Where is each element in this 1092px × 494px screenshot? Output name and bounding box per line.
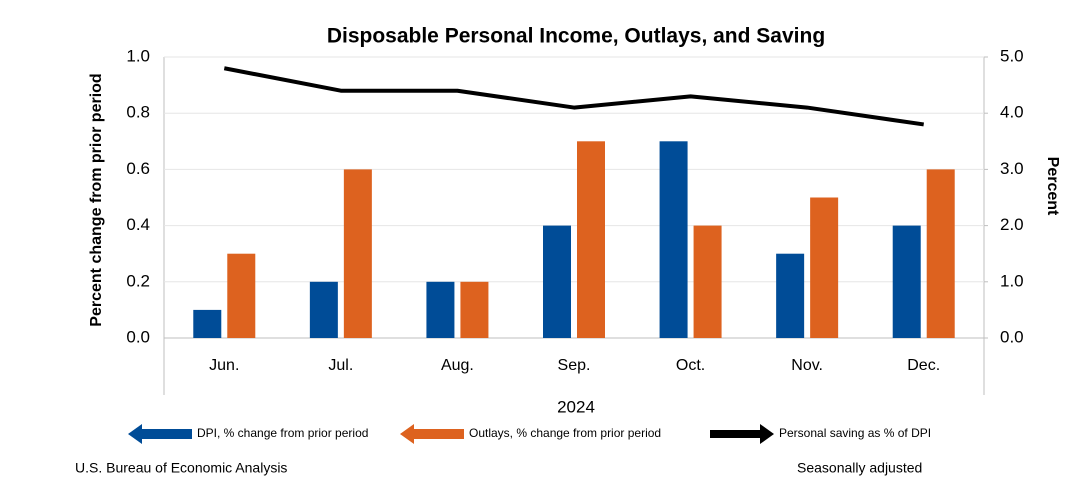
bar bbox=[892, 225, 921, 338]
y2-tick-label: 2.0 bbox=[1000, 215, 1024, 234]
bar bbox=[693, 225, 722, 338]
legend-swatch bbox=[128, 424, 192, 444]
legend-label: Personal saving as % of DPI bbox=[779, 426, 931, 440]
y2-tick-label: 4.0 bbox=[1000, 103, 1024, 122]
y-tick-label: 0.2 bbox=[126, 271, 150, 290]
bar bbox=[543, 225, 571, 338]
y2-axis-label: Percent bbox=[1044, 157, 1061, 216]
bar bbox=[193, 309, 222, 338]
bar bbox=[309, 281, 338, 338]
chart-title: Disposable Personal Income, Outlays, and… bbox=[327, 25, 825, 48]
x-tick-label: Nov. bbox=[791, 357, 823, 374]
legend-label: DPI, % change from prior period bbox=[197, 426, 368, 440]
y-tick-label: 1.0 bbox=[126, 46, 150, 65]
y-axis-label: Percent change from prior period bbox=[88, 73, 105, 326]
source-note: U.S. Bureau of Economic Analysis bbox=[75, 460, 287, 476]
adjustment-note: Seasonally adjusted bbox=[797, 460, 922, 476]
line-series bbox=[223, 66, 925, 127]
bar bbox=[577, 141, 605, 338]
y2-tick-label: 0.0 bbox=[1000, 327, 1024, 346]
legend-label: Outlays, % change from prior period bbox=[469, 426, 661, 440]
bar bbox=[926, 169, 955, 338]
y2-tick-label: 5.0 bbox=[1000, 46, 1024, 65]
y-tick-label: 0.6 bbox=[126, 159, 150, 178]
bar bbox=[343, 169, 372, 338]
bar bbox=[227, 253, 256, 338]
legend-swatch bbox=[710, 424, 774, 444]
legend-swatch bbox=[400, 424, 464, 444]
y2-tick-label: 3.0 bbox=[1000, 159, 1024, 178]
bar bbox=[810, 197, 839, 338]
bar bbox=[460, 281, 489, 338]
bar bbox=[659, 141, 688, 338]
x-tick-label: Dec. bbox=[907, 357, 940, 374]
x-tick-label: Aug. bbox=[441, 357, 474, 374]
y-tick-label: 0.4 bbox=[126, 215, 150, 234]
x-tick-label: Sep. bbox=[558, 357, 591, 374]
y-tick-label: 0.8 bbox=[126, 103, 150, 122]
y-tick-label: 0.0 bbox=[126, 327, 150, 346]
bar bbox=[776, 253, 805, 338]
y2-tick-label: 1.0 bbox=[1000, 271, 1024, 290]
bar bbox=[426, 281, 455, 338]
x-tick-label: Oct. bbox=[676, 357, 705, 374]
x-axis-label: 2024 bbox=[557, 397, 595, 416]
x-tick-label: Jul. bbox=[328, 357, 353, 374]
x-tick-label: Jun. bbox=[209, 357, 239, 374]
